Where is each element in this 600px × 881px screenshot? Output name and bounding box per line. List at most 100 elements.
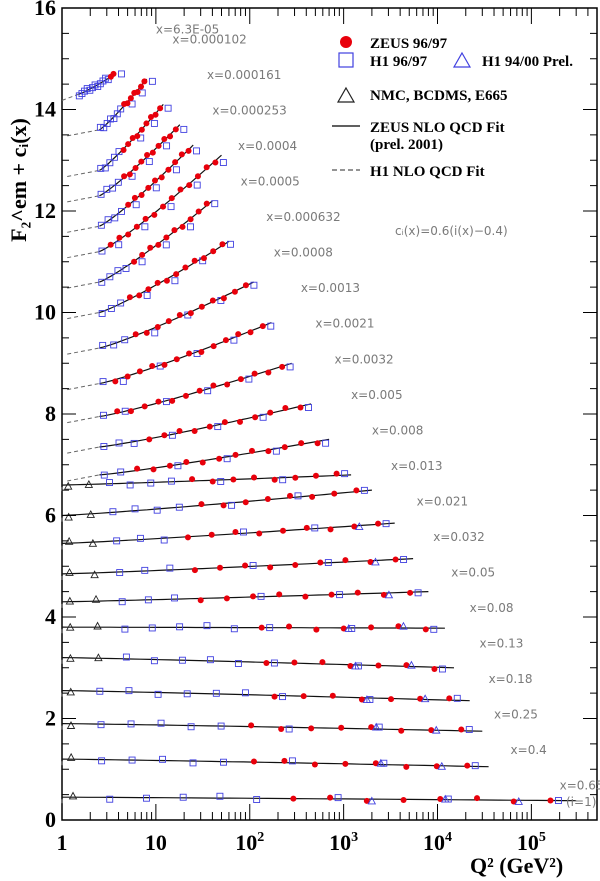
h1-point (223, 455, 231, 463)
zeus-point (464, 762, 471, 769)
zeus-point (138, 192, 145, 199)
zeus-point (161, 361, 168, 368)
h1-point (107, 305, 115, 312)
zeus-point (331, 490, 338, 497)
zeus-point (155, 142, 162, 149)
zeus-point (242, 499, 249, 506)
h1-point (336, 591, 344, 599)
zeus-point (182, 264, 189, 271)
zeus-point (124, 373, 131, 380)
zeus-point (143, 329, 150, 336)
zeus-point (167, 133, 174, 140)
x-bin-label: x=0.05 (451, 565, 495, 579)
h1-point (128, 756, 136, 764)
zeus-point (141, 403, 148, 410)
zeus-point (152, 177, 159, 184)
h1-point (148, 624, 156, 632)
zeus-point (203, 164, 210, 171)
zeus-point (203, 200, 210, 207)
legend-h1-label: H1 96/97 (370, 54, 428, 70)
h1-prel-point (384, 590, 394, 599)
legend-zeus-fit-label2: (prel. 2001) (370, 137, 443, 153)
zeus-point (189, 476, 196, 483)
zeus-fit-curve (61, 474, 352, 486)
y-axis-title-text: F₂^em + cᵢ(x) (6, 118, 31, 242)
h1-point (166, 564, 174, 572)
zeus-point (210, 248, 217, 255)
h1-point (110, 153, 118, 161)
zeus-point (223, 595, 230, 602)
h1-point (270, 659, 278, 667)
fixed-target-point (91, 594, 101, 603)
h1-point (217, 478, 225, 485)
legend: ZEUS 96/97 H1 96/97 H1 94/00 Prel. NMC, BCD… (332, 36, 573, 180)
zeus-point (146, 436, 153, 443)
zeus-point (375, 662, 382, 669)
zeus-point (547, 797, 554, 804)
h1-point (110, 341, 118, 349)
fixed-target-point (84, 479, 94, 488)
zeus-point (271, 476, 278, 483)
zeus-point (422, 626, 429, 633)
zeus-point (187, 216, 194, 223)
zeus-point (392, 556, 399, 563)
h1-prel-point (351, 661, 360, 670)
h1-point (141, 223, 149, 231)
fixed-target-point (86, 510, 96, 518)
h1-point (131, 505, 139, 513)
zeus-point (178, 151, 185, 158)
zeus-point (141, 78, 148, 85)
zeus-point (232, 451, 239, 458)
y-tick-label: 8 (45, 401, 56, 426)
zeus-point (431, 665, 438, 672)
zeus-fit-curve (61, 591, 429, 603)
zeus-point (176, 311, 183, 318)
x-axis-title: Q² (GeV²) (470, 853, 563, 878)
h1-point (121, 336, 129, 344)
h1-point (117, 299, 125, 307)
h1-prel-point (355, 522, 364, 530)
zeus-point (363, 797, 370, 804)
zeus-point (138, 158, 145, 165)
zeus-point (291, 659, 298, 666)
h1-prel-point (441, 794, 450, 803)
h1-point (285, 725, 293, 733)
h1-point (294, 492, 302, 500)
h1-point (305, 404, 312, 411)
zeus-point (297, 404, 304, 411)
zeus-point (380, 591, 387, 598)
zeus-point (347, 662, 354, 669)
h1-point (154, 690, 162, 698)
x-bin-label: x=0.000253 (212, 104, 286, 118)
zeus-point (221, 419, 228, 426)
zeus-fit-curve (61, 489, 372, 517)
h1-fit-curve (67, 446, 100, 454)
zeus-point (317, 559, 324, 566)
zeus-point (395, 623, 402, 630)
legend-zeus-marker (340, 36, 352, 48)
zeus-fit-curve (61, 657, 455, 669)
zeus-point (403, 662, 410, 669)
zeus-point (292, 474, 299, 481)
zeus-point (437, 796, 444, 803)
zeus-point (121, 173, 128, 180)
h1-point (118, 598, 126, 606)
zeus-point (309, 493, 316, 500)
h1-point (400, 556, 408, 563)
x-bin-label: x=0.08 (470, 601, 514, 615)
h1-point (98, 247, 106, 255)
h1-point (241, 689, 249, 697)
zeus-point (124, 100, 131, 107)
h1-point (286, 363, 294, 371)
zeus-point (400, 796, 407, 803)
h1-point (171, 277, 179, 285)
zeus-point (154, 279, 161, 286)
zeus-point (510, 798, 517, 805)
h1-fit-curve (67, 195, 100, 203)
h1-point (98, 757, 106, 765)
legend-h1-prel-label: H1 94/00 Prel. (482, 54, 573, 70)
x-bin-label: x=0.008 (372, 423, 424, 437)
h1-point (183, 690, 191, 698)
zeus-point (155, 398, 162, 405)
zeus-point (375, 520, 382, 527)
